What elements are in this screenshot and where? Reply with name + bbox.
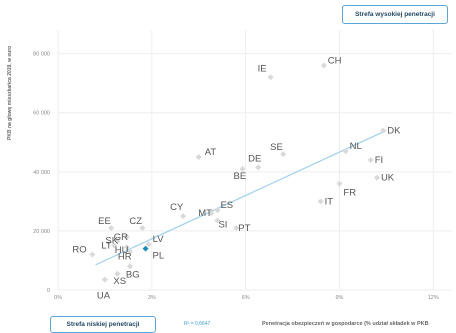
- point-gr: [123, 233, 130, 240]
- point-cz: [139, 224, 146, 231]
- point-label-de: DE: [248, 153, 261, 164]
- point-nl: [342, 148, 349, 155]
- high-penetration-button[interactable]: Strefa wysokiej penetracji: [342, 5, 448, 24]
- y-tick-label: 20 000: [33, 229, 50, 235]
- point-label-ro: RO: [72, 245, 86, 256]
- point-fi: [367, 157, 374, 163]
- point-uk: [373, 174, 380, 181]
- point-mt: [208, 210, 215, 217]
- point-hu: [123, 244, 130, 251]
- point-se: [280, 151, 287, 158]
- point-ie: [267, 74, 274, 81]
- point-dk: [380, 127, 387, 134]
- x-tick-label: 9%: [335, 295, 343, 301]
- point-label-ee: EE: [98, 216, 111, 227]
- point-fr: [336, 180, 343, 187]
- point-label-pt: PT: [238, 223, 250, 234]
- point-label-fi: FI: [375, 155, 383, 166]
- y-axis-label: PKB na głowę mieszkańca 2019, w euro: [7, 45, 13, 140]
- point-label-ch: CH: [328, 55, 342, 66]
- point-es: [214, 207, 221, 214]
- y-tick-label: 60 000: [33, 111, 50, 117]
- point-label-bg: BG: [126, 269, 140, 280]
- point-label-lt: LT: [101, 241, 112, 252]
- point-ro: [89, 251, 96, 258]
- point-de: [255, 164, 262, 171]
- point-ch: [320, 62, 327, 69]
- point-label-dk: DK: [387, 125, 401, 136]
- x-tick-label: 0%: [54, 295, 62, 301]
- point-label-hu: HU: [115, 245, 129, 256]
- point-label-gr: GR: [114, 232, 128, 243]
- point-label-be: BE: [233, 171, 246, 182]
- point-label-ua: UA: [97, 291, 111, 302]
- point-it: [317, 198, 324, 205]
- point-label-pl: PL: [153, 251, 165, 262]
- point-label-fr: FR: [343, 188, 356, 199]
- point-label-mt: MT: [198, 208, 212, 219]
- point-lv: [145, 241, 152, 248]
- point-label-lv: LV: [153, 234, 165, 245]
- point-si: [214, 217, 221, 224]
- point-label-it: IT: [325, 196, 334, 207]
- point-lt: [111, 242, 118, 249]
- point-label-es: ES: [220, 200, 233, 211]
- y-tick-label: 40 000: [33, 170, 50, 176]
- point-cy: [180, 213, 187, 220]
- point-label-se: SE: [270, 142, 283, 153]
- point-at: [195, 154, 202, 161]
- point-label-xs: XS: [113, 276, 126, 287]
- y-tick-label: 0: [47, 288, 50, 294]
- point-label-sk: SK: [105, 235, 118, 246]
- point-be: [239, 165, 246, 172]
- low-penetration-button[interactable]: Strefa niskiej penetracji: [50, 316, 156, 333]
- point-ua: [101, 276, 108, 283]
- point-label-si: SI: [218, 220, 227, 231]
- point-label-cy: CY: [170, 202, 184, 213]
- point-label-hr: HR: [118, 252, 132, 263]
- x-axis-label: Penetracja obezpieczeń w gospodarce (% u…: [262, 321, 429, 327]
- trend-line: [95, 129, 387, 266]
- point-sk: [114, 238, 121, 245]
- point-ee: [108, 224, 115, 231]
- point-xs: [114, 270, 121, 277]
- point-label-nl: NL: [350, 141, 362, 152]
- point-pl: [142, 245, 149, 252]
- x-tick-label: 12%: [428, 295, 439, 301]
- point-bg: [126, 263, 133, 270]
- y-tick-label: 80 000: [33, 52, 50, 58]
- point-label-uk: UK: [381, 173, 395, 184]
- x-tick-label: 6%: [242, 295, 250, 301]
- point-hr: [126, 248, 133, 255]
- point-label-ie: IE: [258, 63, 267, 74]
- x-tick-label: 3%: [148, 295, 156, 301]
- point-label-at: AT: [205, 147, 217, 158]
- point-pt: [233, 224, 240, 231]
- point-label-cz: CZ: [129, 216, 142, 227]
- r-squared-label: R² = 0,6647: [184, 321, 211, 327]
